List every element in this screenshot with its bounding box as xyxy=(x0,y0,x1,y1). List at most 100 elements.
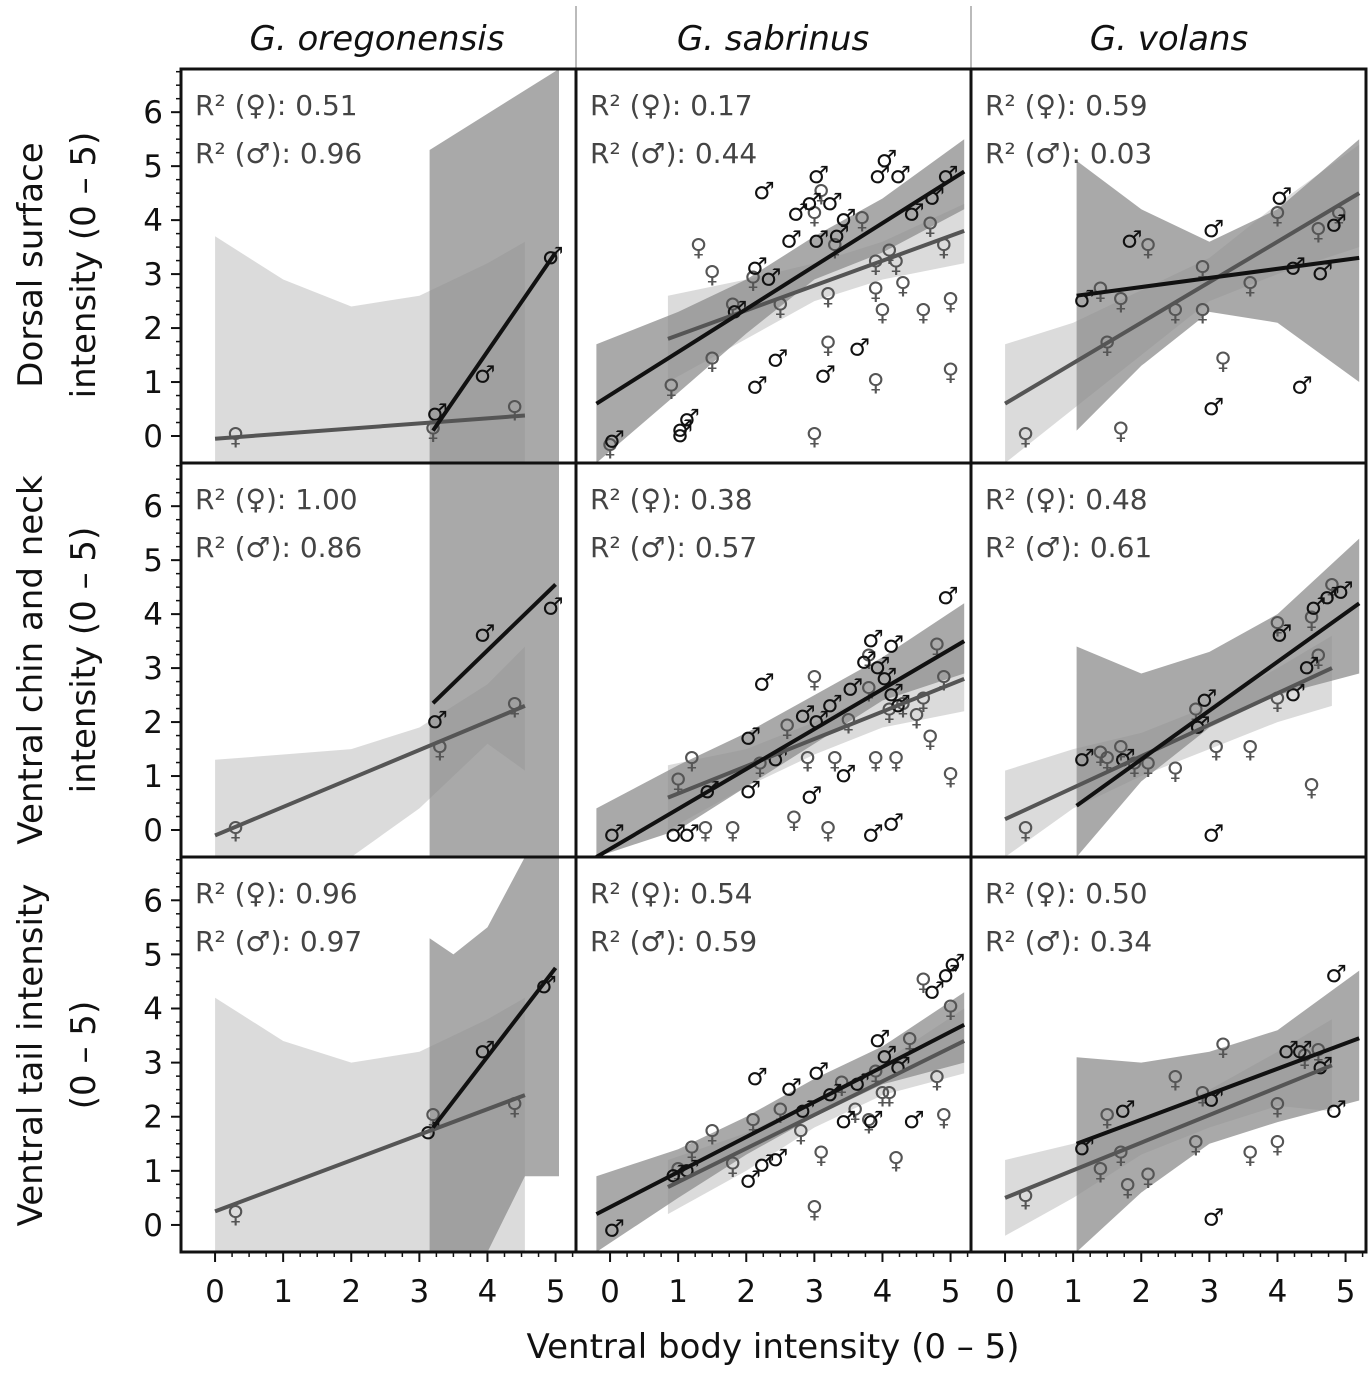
r2-male-label: R² (♂): 0.03 xyxy=(985,137,1152,170)
female-point: ♀ xyxy=(880,698,898,726)
male-point: ♂ xyxy=(678,404,700,432)
female-point: ♀ xyxy=(1187,1130,1205,1158)
male-point: ♂ xyxy=(835,760,857,788)
r2-male-label: R² (♂): 0.97 xyxy=(195,925,362,958)
female-point: ♀ xyxy=(942,763,960,791)
male-point: ♂ xyxy=(883,809,905,837)
male-point: ♂ xyxy=(603,425,625,453)
female-fit-line xyxy=(1004,1063,1333,1200)
male-point: ♂ xyxy=(474,620,496,648)
female-point: ♀ xyxy=(1269,201,1287,229)
male-point: ♂ xyxy=(842,674,864,702)
y-tick-label: 0 xyxy=(143,1208,163,1244)
x-tick-label: 0 xyxy=(205,1274,225,1310)
male-fit-line xyxy=(1076,255,1360,298)
male-point: ♂ xyxy=(535,971,557,999)
row-label-chin-line1: Ventral chin and neck xyxy=(11,475,51,844)
female-point: ♀ xyxy=(227,1201,245,1229)
female-point: ♀ xyxy=(703,261,721,289)
female-point: ♀ xyxy=(778,714,796,742)
male-point: ♂ xyxy=(603,1214,625,1242)
male-point: ♂ xyxy=(746,371,768,399)
female-point: ♀ xyxy=(826,746,844,774)
male-point: ♂ xyxy=(869,1025,891,1053)
r2-female-label: R² (♀): 0.59 xyxy=(985,89,1148,122)
male-point: ♂ xyxy=(923,183,945,211)
female-point: ♀ xyxy=(690,234,708,262)
male-confidence-band xyxy=(429,463,559,857)
female-point: ♀ xyxy=(860,676,878,704)
y-tick-label: 3 xyxy=(143,1046,163,1082)
male-point: ♂ xyxy=(1271,183,1293,211)
male-confidence-band xyxy=(429,69,559,463)
r2-female-label: R² (♀): 1.00 xyxy=(195,483,358,516)
r2-male-label: R² (♂): 0.61 xyxy=(985,531,1152,564)
female-point: ♀ xyxy=(1207,736,1225,764)
female-point: ♀ xyxy=(806,423,824,451)
y-tick-label: 4 xyxy=(143,992,163,1028)
panel-2-1: ♀♀♀♀♀♀♀♀♀♀♀♀♀♀♀♀♀♀♀♀♀♂♂♂♂♂♂♂♂♂♂♂♂♂♂♂♂♂♂♂… xyxy=(590,877,965,1252)
male-point: ♂ xyxy=(474,1036,496,1064)
female-point: ♀ xyxy=(840,709,858,737)
male-point: ♂ xyxy=(903,1106,925,1134)
male-point: ♂ xyxy=(821,188,843,216)
male-fit-line xyxy=(595,639,966,857)
female-point: ♀ xyxy=(1119,1174,1137,1202)
male-point: ♂ xyxy=(801,188,823,216)
female-point: ♀ xyxy=(942,358,960,386)
x-tick-label: 0 xyxy=(600,1274,620,1310)
male-point: ♂ xyxy=(848,334,870,362)
female-fit-line xyxy=(214,413,526,441)
male-point: ♂ xyxy=(474,361,496,389)
female-point: ♀ xyxy=(887,1147,905,1175)
male-point: ♂ xyxy=(862,1106,884,1134)
row-label-dorsal-line1: Dorsal surface xyxy=(11,142,51,387)
female-point: ♀ xyxy=(1269,612,1287,640)
female-point: ♀ xyxy=(894,271,912,299)
female-point: ♀ xyxy=(928,1065,946,1093)
female-point: ♀ xyxy=(867,746,885,774)
r2-male-label: R² (♂): 0.86 xyxy=(195,531,362,564)
r2-female-label: R² (♀): 0.51 xyxy=(195,89,358,122)
r2-female-label: R² (♀): 0.54 xyxy=(590,877,753,910)
female-point: ♀ xyxy=(601,433,619,461)
male-point: ♂ xyxy=(671,415,693,443)
male-point: ♂ xyxy=(542,593,564,621)
female-fit-line xyxy=(214,1093,526,1214)
male-point: ♂ xyxy=(678,819,700,847)
male-point: ♂ xyxy=(808,706,830,734)
row-labels: Dorsal surface intensity (0 – 5) Ventral… xyxy=(11,132,104,1227)
r2-female-label: R² (♀): 0.50 xyxy=(985,877,1148,910)
female-point: ♀ xyxy=(703,1120,721,1148)
female-point: ♀ xyxy=(874,298,892,326)
male-point: ♂ xyxy=(665,819,687,847)
x-tick-label: 4 xyxy=(478,1274,498,1310)
male-confidence-band xyxy=(1076,139,1360,431)
male-fit-line xyxy=(431,251,558,432)
male-point: ♂ xyxy=(869,161,891,189)
x-axis-label: Ventral body intensity (0 – 5) xyxy=(527,1327,1020,1367)
female-point: ♀ xyxy=(812,180,830,208)
panel-frame xyxy=(969,855,1368,1254)
female-point: ♀ xyxy=(853,207,871,235)
female-point: ♀ xyxy=(1241,1141,1259,1169)
y-tick-label: 5 xyxy=(143,937,163,973)
male-point: ♂ xyxy=(821,690,843,718)
y-tick-label: 5 xyxy=(143,149,163,185)
female-point: ♀ xyxy=(1092,741,1110,769)
male-point: ♂ xyxy=(780,226,802,254)
male-point: ♂ xyxy=(740,1166,762,1194)
x-tick-label: 4 xyxy=(1268,1274,1288,1310)
female-point: ♀ xyxy=(806,1195,824,1223)
male-point: ♂ xyxy=(671,420,693,448)
female-point: ♀ xyxy=(1139,1163,1157,1191)
female-point: ♀ xyxy=(1112,736,1130,764)
panel-1-2: ♀♀♀♀♀♀♀♀♀♀♀♀♀♀♀♀♂♂♂♂♂♂♂♂♂♂♂R² (♀): 0.48R… xyxy=(985,483,1361,857)
female-point: ♀ xyxy=(697,817,715,845)
male-point: ♂ xyxy=(740,776,762,804)
male-point: ♂ xyxy=(828,220,850,248)
female-point: ♀ xyxy=(1214,1033,1232,1061)
